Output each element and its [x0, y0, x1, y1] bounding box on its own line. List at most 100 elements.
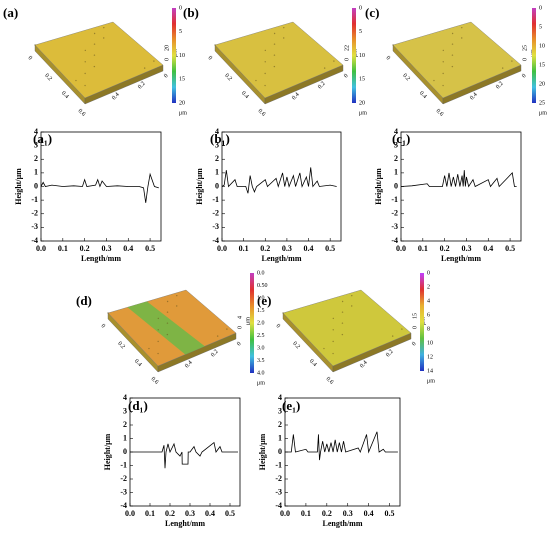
- surface-speck: [264, 84, 266, 87]
- y-tick-label: 4: [34, 127, 38, 136]
- surface-speck: [332, 317, 335, 320]
- surface-speck: [273, 54, 276, 56]
- surface-face: [392, 21, 522, 99]
- x-tick-label: 0.2: [165, 509, 175, 518]
- profile-line: [221, 167, 337, 194]
- surface-z-tick: 20: [164, 45, 170, 51]
- surface-speck: [93, 65, 96, 68]
- y-tick-label: 1: [394, 168, 398, 177]
- y-tick-label: -2: [275, 474, 282, 483]
- surface-y-tick: 0.2: [210, 349, 220, 359]
- y-tick-label: 0: [394, 181, 398, 190]
- colorbar-tick: 2.0: [257, 320, 265, 326]
- x-tick-label: 0.5: [325, 244, 335, 253]
- surface-x-tick: 0: [27, 55, 33, 61]
- profile-line: [400, 170, 517, 188]
- y-tick-label: 2: [394, 154, 398, 163]
- surface-x-tick: 0.2: [43, 73, 53, 83]
- surface-speck: [451, 43, 454, 45]
- y-tick-label: 2: [215, 154, 219, 163]
- surface-speck: [442, 72, 444, 75]
- x-tick-label: 0.3: [461, 244, 471, 253]
- colorbar-tick: 3.0: [257, 345, 265, 351]
- surface-speck: [157, 329, 159, 331]
- surface-z-tick: 0: [344, 58, 350, 61]
- x-tick-label: 0.4: [364, 509, 374, 518]
- y-tick-label: 4: [215, 127, 219, 136]
- x-tick-label: 0.2: [80, 244, 90, 253]
- panel-label: (a): [3, 5, 18, 20]
- surface-y-tick: 0: [236, 341, 242, 347]
- surface-speck: [341, 322, 344, 324]
- surface-speck: [107, 312, 109, 314]
- surface-speck: [84, 49, 87, 52]
- y-tick-label: -2: [391, 209, 398, 218]
- x-tick-label: 0.2: [322, 509, 332, 518]
- surface-y-tick: 0.4: [469, 92, 479, 102]
- plot-frame: [40, 131, 162, 242]
- colorbar-tick: 0: [539, 5, 542, 11]
- surface-z-tick: 25: [522, 45, 528, 51]
- surface-z-tick: 0: [522, 58, 528, 61]
- surface-speck: [433, 79, 435, 82]
- surface-speck: [273, 65, 276, 68]
- x-tick-label: 0.5: [225, 509, 235, 518]
- plot-frame: [284, 397, 401, 507]
- y-tick-label: 1: [215, 168, 219, 177]
- surface-speck: [511, 60, 513, 62]
- surface-speck: [214, 44, 216, 46]
- y-tick-label: 3: [215, 140, 219, 149]
- surface-speck: [93, 54, 96, 56]
- x-axis-label: Length/mm: [323, 519, 363, 528]
- surface-x-tick: 0: [385, 55, 391, 61]
- colorbar: [250, 273, 254, 373]
- colorbar-tick: 10: [539, 43, 545, 49]
- surface-speck: [264, 61, 266, 63]
- surface-speck: [351, 294, 353, 297]
- surface-stripe: [127, 301, 205, 355]
- colorbar-unit: μm: [359, 110, 367, 116]
- colorbar-tick: 5: [359, 29, 362, 35]
- surface-z-unit: μm: [245, 317, 251, 325]
- surface-x-tick: 0.6: [150, 376, 160, 386]
- surface-speck: [103, 37, 105, 39]
- surface-x-tick: 0: [275, 323, 281, 329]
- colorbar-tick: 10: [359, 53, 365, 59]
- panel-label: (a₁): [33, 131, 52, 146]
- surface-y-tick: 0: [411, 341, 417, 347]
- surface-speck: [75, 79, 77, 82]
- colorbar-tick: 4.0: [257, 370, 265, 376]
- colorbar-tick: 0.50: [257, 283, 268, 289]
- surface-y-tick: 0.2: [495, 81, 505, 91]
- y-tick-label: -3: [275, 487, 282, 496]
- colorbar-tick: 20: [539, 81, 545, 87]
- colorbar-tick: 15: [179, 77, 185, 83]
- surface-y-tick: 0: [521, 73, 527, 79]
- surface-speck: [84, 61, 86, 63]
- surface-speck: [103, 26, 105, 29]
- y-tick-label: -1: [275, 460, 282, 469]
- surface-speck: [264, 49, 267, 52]
- x-tick-label: 0.0: [217, 244, 227, 253]
- x-tick-label: 0.0: [280, 509, 290, 518]
- x-tick-label: 0.1: [58, 244, 68, 253]
- surface-speck: [442, 84, 444, 87]
- y-tick-label: 3: [394, 140, 398, 149]
- surface-x-tick: 0.4: [60, 90, 70, 100]
- y-tick-label: -1: [31, 195, 38, 204]
- colorbar-tick: 0: [427, 270, 430, 276]
- surface-y-tick: 0.2: [137, 81, 147, 91]
- colorbar-unit: μm: [427, 378, 435, 384]
- surface-face: [214, 21, 344, 99]
- surface-speck: [216, 335, 219, 337]
- surface-speck: [451, 32, 454, 35]
- y-axis-label: Height/μm: [14, 168, 23, 205]
- surface-speck: [283, 26, 285, 29]
- y-tick-label: -4: [391, 236, 398, 245]
- y-tick-label: 1: [34, 168, 38, 177]
- y-axis-label: Height/μm: [195, 168, 204, 205]
- surface-speck: [392, 44, 394, 46]
- colorbar: [352, 8, 356, 103]
- y-tick-label: 2: [123, 420, 127, 429]
- surface-y-tick: 0.4: [111, 92, 121, 102]
